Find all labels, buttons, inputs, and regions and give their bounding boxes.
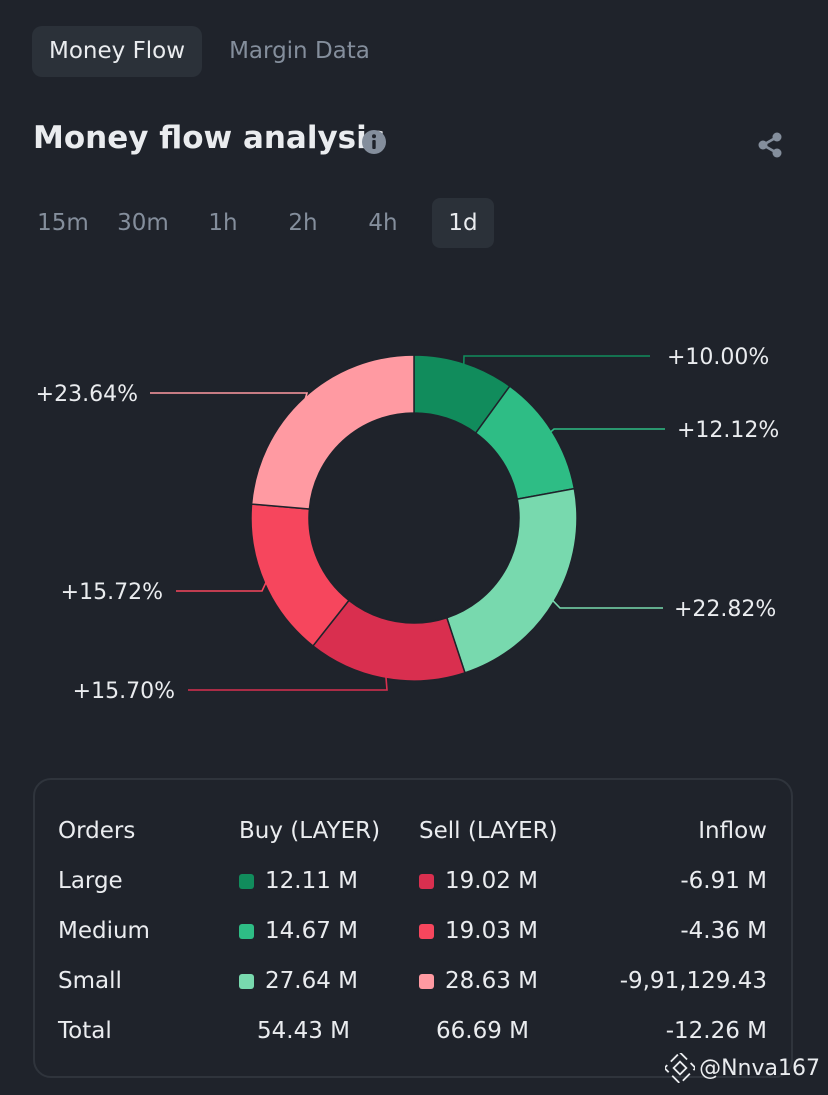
header-sell: Sell (LAYER) bbox=[419, 818, 558, 844]
slice-percent-label: +15.70% bbox=[73, 679, 175, 704]
share-icon[interactable] bbox=[756, 131, 784, 159]
slice-leader-line bbox=[176, 581, 267, 592]
sell-cell: 19.02 M bbox=[419, 861, 538, 901]
sell-color-swatch bbox=[419, 974, 434, 989]
total-sell-value: 66.69 M bbox=[436, 1018, 529, 1044]
buy-cell: 12.11 M bbox=[239, 861, 358, 901]
inflow-value: -6.91 M bbox=[680, 868, 767, 894]
table-header-row: Orders Buy (LAYER) Sell (LAYER) Inflow bbox=[35, 811, 791, 851]
sell-value: 19.03 M bbox=[445, 918, 538, 944]
interval-2h[interactable]: 2h bbox=[288, 210, 318, 236]
slice-percent-label: +12.12% bbox=[677, 418, 779, 443]
table-row-medium: Medium 14.67 M 19.03 M -4.36 M bbox=[35, 911, 791, 951]
watermark-text: @Nnva167 bbox=[699, 1055, 820, 1081]
watermark: @Nnva167 bbox=[665, 1053, 820, 1083]
row-label: Medium bbox=[58, 918, 150, 944]
donut-slice bbox=[445, 487, 578, 674]
interval-4h[interactable]: 4h bbox=[368, 210, 398, 236]
buy-value: 12.11 M bbox=[265, 868, 358, 894]
buy-value: 14.67 M bbox=[265, 918, 358, 944]
inflow-value: -4.36 M bbox=[680, 918, 767, 944]
slice-percent-label: +15.72% bbox=[61, 580, 163, 605]
header-inflow: Inflow bbox=[698, 818, 767, 844]
slice-percent-label: +10.00% bbox=[667, 345, 769, 370]
slice-leader-line bbox=[150, 392, 309, 400]
table-row-large: Large 12.11 M 19.02 M -6.91 M bbox=[35, 861, 791, 901]
slice-leader-line bbox=[551, 599, 663, 609]
tab-money-flow[interactable]: Money Flow bbox=[32, 26, 203, 77]
slice-leader-line bbox=[188, 676, 388, 691]
interval-15m[interactable]: 15m bbox=[37, 210, 89, 236]
tab-margin-data[interactable]: Margin Data bbox=[229, 38, 370, 64]
interval-30m[interactable]: 30m bbox=[117, 210, 169, 236]
slice-leader-line bbox=[549, 428, 665, 433]
row-label: Small bbox=[58, 968, 122, 994]
buy-cell: 14.67 M bbox=[239, 911, 358, 951]
interval-1d[interactable]: 1d bbox=[432, 198, 494, 248]
slice-percent-label: +22.82% bbox=[674, 597, 776, 622]
slice-percent-label: +23.64% bbox=[36, 382, 138, 407]
sell-value: 19.02 M bbox=[445, 868, 538, 894]
interval-selector: 15m 30m 1h 2h 4h 1d bbox=[32, 198, 512, 248]
header-orders: Orders bbox=[58, 818, 136, 844]
table-row-total: Total 54.43 M 66.69 M -12.26 M bbox=[35, 1011, 791, 1051]
donut-slice bbox=[250, 354, 415, 510]
total-inflow-value: -12.26 M bbox=[665, 1018, 767, 1044]
info-icon[interactable] bbox=[361, 129, 387, 155]
sell-cell: 19.03 M bbox=[419, 911, 538, 951]
interval-1h[interactable]: 1h bbox=[208, 210, 238, 236]
sell-color-swatch bbox=[419, 924, 434, 939]
header-buy: Buy (LAYER) bbox=[239, 818, 381, 844]
total-buy-value: 54.43 M bbox=[257, 1018, 350, 1044]
inflow-value: -9,91,129.43 bbox=[619, 968, 767, 994]
top-tabs: Money Flow Margin Data bbox=[32, 26, 387, 77]
buy-value: 27.64 M bbox=[265, 968, 358, 994]
buy-color-swatch bbox=[239, 924, 254, 939]
row-label: Large bbox=[58, 868, 123, 894]
buy-color-swatch bbox=[239, 974, 254, 989]
donut-chart: +10.00% +12.12% +22.82% +15.70% +15.72% +23.6… bbox=[36, 345, 780, 704]
binance-logo-icon bbox=[665, 1053, 696, 1083]
buy-color-swatch bbox=[239, 874, 254, 889]
sell-cell: 28.63 M bbox=[419, 961, 538, 1001]
sell-color-swatch bbox=[419, 874, 434, 889]
buy-cell: 27.64 M bbox=[239, 961, 358, 1001]
slice-leader-line bbox=[462, 355, 650, 365]
order-flow-table: Orders Buy (LAYER) Sell (LAYER) Inflow L… bbox=[33, 778, 793, 1078]
sell-value: 28.63 M bbox=[445, 968, 538, 994]
row-label: Total bbox=[58, 1018, 112, 1044]
table-row-small: Small 27.64 M 28.63 M -9,91,129.43 bbox=[35, 961, 791, 1001]
section-title: Money flow analysis bbox=[33, 120, 386, 156]
